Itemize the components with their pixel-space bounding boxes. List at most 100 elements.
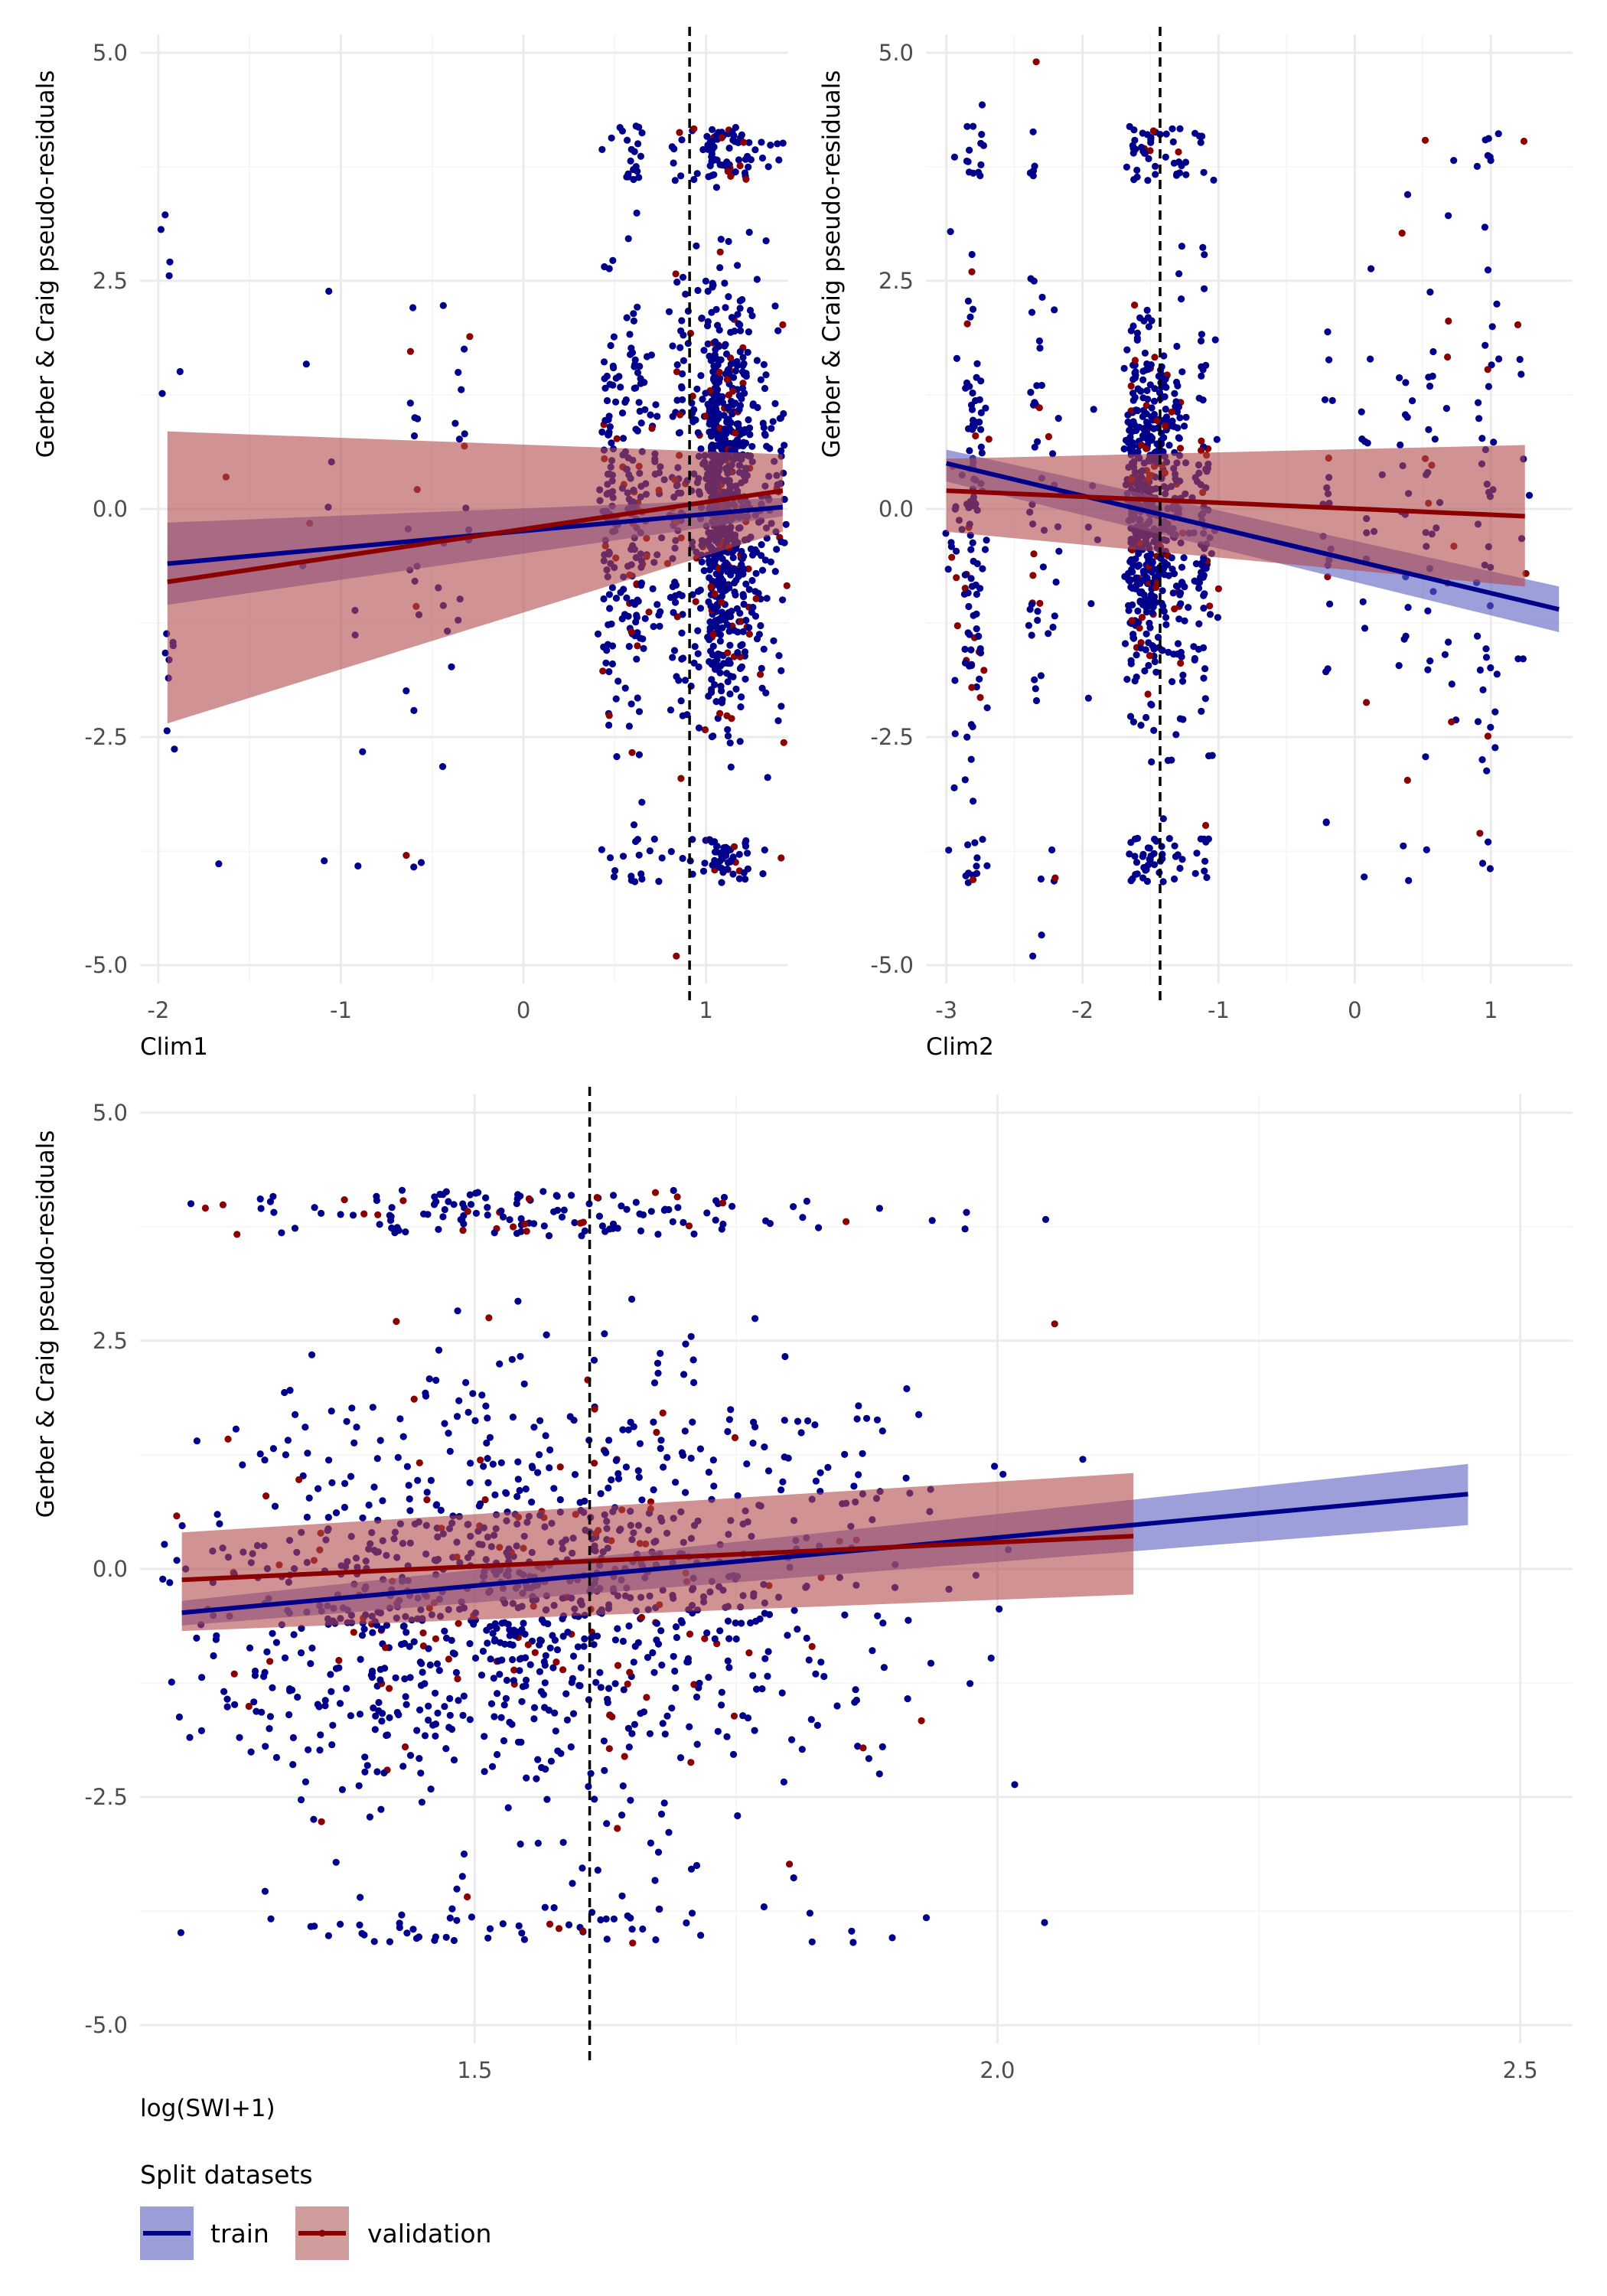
train-point xyxy=(497,1207,505,1215)
train-point xyxy=(641,615,649,622)
train-point xyxy=(1123,163,1130,171)
train-point xyxy=(722,304,729,311)
validation-point xyxy=(521,1220,529,1228)
validation-point xyxy=(1131,357,1139,364)
train-point xyxy=(378,1717,386,1725)
validation-point xyxy=(702,413,710,420)
train-point xyxy=(611,867,619,875)
train-point xyxy=(1026,605,1034,613)
train-point xyxy=(729,554,737,562)
train-point xyxy=(971,839,979,846)
train-point xyxy=(1165,835,1173,843)
train-point xyxy=(760,360,768,368)
train-point xyxy=(869,1647,876,1655)
validation-point xyxy=(673,368,681,376)
train-point xyxy=(406,1642,413,1650)
train-point xyxy=(1206,611,1214,618)
train-point xyxy=(703,1209,711,1217)
train-point xyxy=(1177,600,1185,608)
train-point xyxy=(726,439,734,447)
train-point xyxy=(1127,576,1135,584)
train-point xyxy=(1174,640,1182,647)
train-point xyxy=(328,1741,336,1749)
train-point xyxy=(969,389,976,397)
train-point xyxy=(654,1359,662,1367)
train-point xyxy=(650,1668,658,1676)
train-point xyxy=(590,1641,598,1649)
train-point xyxy=(632,618,640,626)
train-point xyxy=(1487,664,1495,672)
validation-point xyxy=(1032,58,1040,66)
train-point xyxy=(1482,645,1490,653)
train-point xyxy=(1478,756,1486,764)
train-point xyxy=(865,1755,872,1763)
validation-point xyxy=(1520,137,1528,145)
validation-point xyxy=(1176,445,1185,452)
train-point xyxy=(272,1639,280,1646)
train-point xyxy=(640,1708,648,1716)
validation-point xyxy=(1484,366,1491,373)
train-point xyxy=(541,1662,549,1669)
train-point xyxy=(517,1352,524,1360)
train-point xyxy=(258,1708,266,1716)
train-point xyxy=(489,1629,497,1637)
train-point xyxy=(726,641,734,649)
train-point xyxy=(623,314,631,321)
train-point xyxy=(778,1689,786,1697)
train-point xyxy=(702,277,710,285)
train-point xyxy=(455,435,464,443)
train-point xyxy=(961,571,969,579)
train-point xyxy=(608,439,615,447)
train-point xyxy=(751,146,759,154)
train-point xyxy=(734,1492,742,1499)
train-point xyxy=(506,1640,514,1649)
validation-point xyxy=(1363,699,1371,706)
train-point xyxy=(437,1506,445,1514)
train-point xyxy=(1516,356,1524,364)
train-point xyxy=(665,308,673,315)
train-point xyxy=(725,237,732,246)
train-point xyxy=(735,139,742,146)
clim2-x-tick-label: -3 xyxy=(935,997,957,1023)
train-point xyxy=(1134,834,1142,842)
train-point xyxy=(967,721,975,729)
validation-point xyxy=(1151,354,1159,361)
train-point xyxy=(1133,870,1141,878)
train-point xyxy=(1148,404,1156,412)
train-point xyxy=(1182,171,1190,178)
validation-point xyxy=(1198,447,1205,455)
train-point xyxy=(610,873,618,881)
train-point xyxy=(403,1929,411,1937)
train-point xyxy=(736,738,744,745)
train-point xyxy=(1172,378,1181,386)
train-point xyxy=(1127,660,1135,667)
train-point xyxy=(372,1712,380,1720)
train-point xyxy=(671,177,679,184)
train-point xyxy=(605,1484,612,1492)
train-point xyxy=(386,1217,395,1225)
train-point xyxy=(367,1671,375,1679)
train-point xyxy=(159,1575,167,1583)
train-point xyxy=(968,250,976,259)
train-point xyxy=(794,1626,801,1633)
train-point xyxy=(1161,393,1169,401)
train-point xyxy=(1132,555,1139,563)
validation-point xyxy=(481,1495,489,1504)
train-point xyxy=(784,1632,791,1639)
train-point xyxy=(357,1893,364,1901)
train-point xyxy=(979,836,986,843)
swi-y-tick-label: -5.0 xyxy=(84,2012,128,2038)
validation-point xyxy=(605,712,613,719)
train-point xyxy=(1202,838,1210,846)
train-point xyxy=(569,1652,578,1660)
train-point xyxy=(922,1914,931,1922)
train-point xyxy=(725,1416,734,1424)
train-point xyxy=(158,390,166,397)
train-point xyxy=(979,565,986,572)
train-point xyxy=(569,1675,577,1682)
train-point xyxy=(1178,243,1185,250)
train-point xyxy=(466,1479,474,1486)
train-point xyxy=(1159,878,1167,885)
train-point xyxy=(774,327,782,334)
train-point xyxy=(466,1191,474,1199)
